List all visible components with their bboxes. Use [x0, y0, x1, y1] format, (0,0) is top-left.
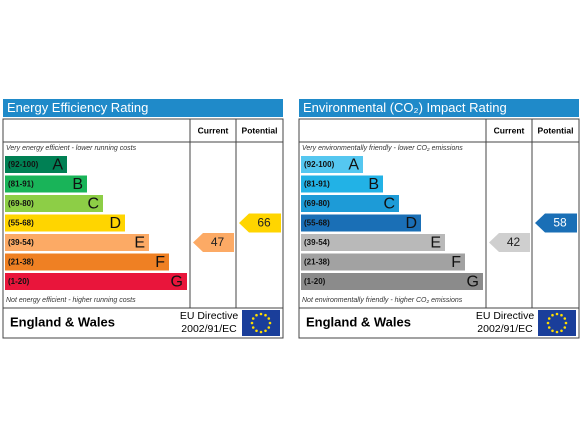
band-range: (81-91) [8, 180, 34, 189]
band-range: (21-38) [304, 258, 330, 267]
rating-arrow [489, 233, 530, 252]
band-range: (21-38) [8, 258, 34, 267]
band [5, 156, 67, 173]
band-range: (69-80) [8, 199, 34, 208]
top-note: Very environmentally friendly - lower CO… [302, 145, 463, 152]
directive-number: 2002/91/EC [181, 323, 237, 335]
band-letter: B [72, 176, 83, 193]
panel-title: Environmental (CO₂) Impact Rating [303, 100, 507, 115]
band-range: (92-100) [304, 160, 335, 169]
flag-star [250, 321, 254, 325]
band-letter: A [52, 157, 63, 174]
bottom-note: Not environmentally friendly - higher CO… [302, 297, 463, 304]
band [301, 195, 399, 212]
rating-value: 42 [507, 235, 521, 249]
flag-star [268, 321, 272, 325]
flag-star [255, 313, 258, 317]
flag-star [560, 313, 563, 317]
flag-star [564, 321, 568, 325]
rating-arrow [535, 213, 577, 233]
band [301, 273, 483, 290]
band [5, 253, 169, 271]
title-bar [299, 99, 579, 117]
rating-value: 47 [211, 235, 225, 249]
flag-star [267, 317, 271, 320]
rating-arrow [193, 233, 234, 252]
band-letter: E [430, 235, 441, 252]
flag-star [563, 317, 567, 320]
current-header: Current [494, 125, 525, 135]
band-letter: D [405, 215, 417, 232]
rating-value: 66 [257, 216, 271, 230]
band-range: (39-54) [304, 238, 330, 247]
flag-star [259, 330, 263, 334]
flag-star [255, 329, 258, 333]
potential-header: Potential [242, 125, 278, 135]
band-letter: F [155, 254, 165, 271]
band-range: (81-91) [304, 180, 330, 189]
flag-star [555, 330, 559, 334]
band [301, 214, 421, 232]
bottom-note: Not energy efficient - higher running co… [6, 297, 136, 304]
band-range: (55-68) [304, 219, 330, 228]
directive-number: 2002/91/EC [477, 323, 533, 335]
band-range: (69-80) [304, 199, 330, 208]
flag-star [551, 313, 554, 317]
band-range: (39-54) [8, 238, 34, 247]
frame [2, 118, 284, 339]
band-range: (55-68) [8, 219, 34, 228]
rating-arrow [239, 213, 281, 233]
band [301, 175, 383, 193]
frame [298, 118, 580, 339]
flag-star [560, 329, 563, 333]
band-letter: D [109, 215, 121, 232]
flag-star [267, 326, 271, 329]
band [301, 253, 465, 271]
band-range: (1-20) [8, 277, 30, 286]
flag-star [563, 326, 567, 329]
region: England & Wales [306, 314, 411, 329]
band-letter: C [383, 196, 395, 213]
flag-star [264, 313, 267, 317]
band-letter: E [134, 235, 145, 252]
band [301, 156, 363, 173]
flag-star [547, 326, 551, 329]
band-range: (1-20) [304, 277, 326, 286]
rating-value: 58 [553, 216, 567, 230]
flag-star [264, 329, 267, 333]
directive: EU Directive [180, 310, 239, 322]
band-range: (92-100) [8, 160, 39, 169]
flag-star [546, 321, 550, 325]
flag-star [547, 317, 551, 320]
band [5, 214, 125, 232]
band-letter: G [171, 274, 183, 291]
flag-star [555, 312, 559, 316]
current-header: Current [198, 125, 229, 135]
band-letter: C [87, 196, 99, 213]
band-letter: B [368, 176, 379, 193]
directive: EU Directive [476, 310, 535, 322]
band-letter: G [467, 274, 479, 291]
flag-star [259, 312, 263, 316]
band [5, 273, 187, 290]
flag-star [251, 317, 255, 320]
region: England & Wales [10, 314, 115, 329]
band-letter: A [348, 157, 359, 174]
title-bar [3, 99, 283, 117]
top-note: Very energy efficient - lower running co… [6, 145, 137, 152]
band [5, 175, 87, 193]
flag-star [251, 326, 255, 329]
potential-header: Potential [538, 125, 574, 135]
panel-title: Energy Efficiency Rating [7, 100, 148, 115]
band [301, 234, 445, 251]
band-letter: F [451, 254, 461, 271]
band [5, 234, 149, 251]
band [5, 195, 103, 212]
flag-star [551, 329, 554, 333]
